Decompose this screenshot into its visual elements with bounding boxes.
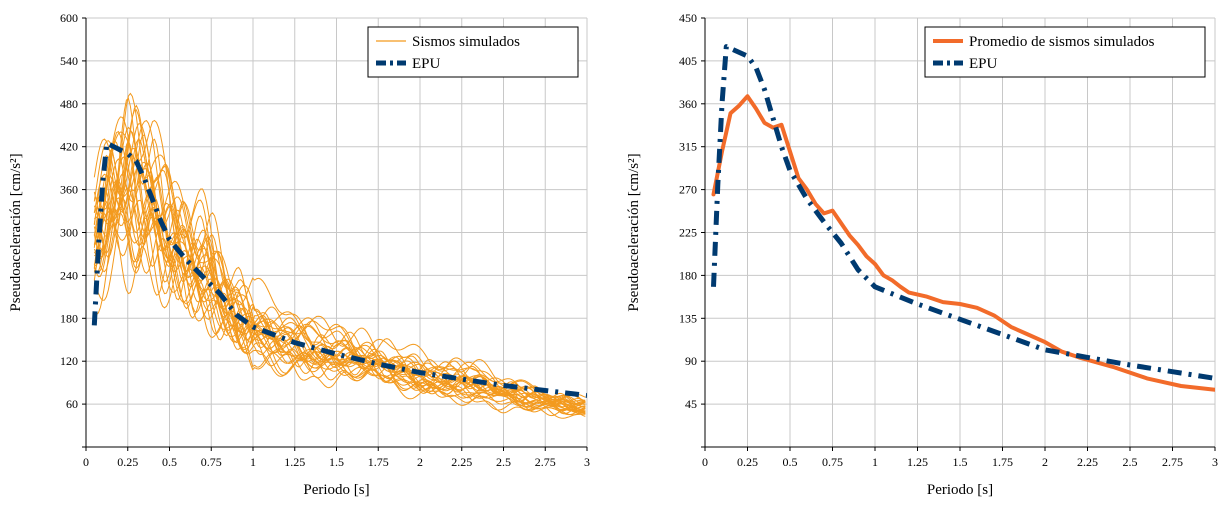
x-tick-label: 2.25 [451, 455, 472, 469]
x-tick-label: 2 [1042, 455, 1048, 469]
y-tick-label: 450 [679, 11, 697, 25]
x-tick-label: 3 [584, 455, 590, 469]
y-tick-label: 315 [679, 140, 697, 154]
x-tick-label: 1.25 [907, 455, 928, 469]
x-tick-label: 0.75 [201, 455, 222, 469]
y-tick-label: 540 [60, 54, 78, 68]
y-tick-label: 90 [685, 354, 697, 368]
x-tick-label: 1.5 [953, 455, 968, 469]
chart-2: 0 0.25 0.5 0.75 1 1.25 1.5 1.75 2 2.25 2.5 2.75 3 45 9… [626, 11, 1218, 498]
x-tick-label: 0 [83, 455, 89, 469]
y-tick-label: 480 [60, 97, 78, 111]
simulated-record-line [93, 161, 586, 405]
x-tick-label: 1.75 [368, 455, 389, 469]
y-tick-label: 120 [60, 354, 78, 368]
x-tick-label: 2.5 [1123, 455, 1138, 469]
x-tick-label: 0.5 [783, 455, 798, 469]
y-tick-label: 360 [679, 97, 697, 111]
x-tick-label: 2 [417, 455, 423, 469]
simulated-record-line [93, 179, 586, 413]
y-tick-label: 180 [60, 311, 78, 325]
legend-box [924, 26, 1206, 78]
simulated-record-line [93, 172, 586, 415]
x-axis-title: Periodo [s] [303, 482, 369, 498]
y-tick-label: 240 [60, 268, 78, 282]
y-axis-title: Pseudoaceleración [cm/s²] [8, 153, 24, 311]
simulated-record-line [93, 123, 586, 402]
series-group [91, 92, 587, 419]
x-tick-label: 1.5 [329, 455, 344, 469]
x-tick-label: 1 [250, 455, 256, 469]
y-tick-label: 270 [679, 183, 697, 197]
legend-label: Sismos simulados [412, 34, 520, 50]
x-tick-label: 0.25 [117, 455, 138, 469]
x-tick-label: 0 [702, 455, 708, 469]
simulated-record-line [93, 197, 586, 417]
x-tick-label: 2.5 [496, 455, 511, 469]
y-tick-label: 225 [679, 226, 697, 240]
x-tick-label: 0.5 [162, 455, 177, 469]
x-tick-label: 1.75 [992, 455, 1013, 469]
x-tick-label: 0.25 [737, 455, 758, 469]
y-tick-label: 360 [60, 183, 78, 197]
average-series-line [711, 94, 1215, 392]
x-tick-label: 2.75 [535, 455, 556, 469]
y-tick-label: 135 [679, 311, 697, 325]
series-group [711, 44, 1215, 392]
epu-series-line [91, 140, 587, 398]
y-tick-label: 600 [60, 11, 78, 25]
simulated-record-line [93, 130, 586, 409]
simulated-record-line [94, 148, 586, 414]
y-tick-label: 300 [60, 226, 78, 240]
legend: Sismos simulados EPU [367, 26, 579, 78]
y-axis-title: Pseudoaceleración [cm/s²] [626, 153, 642, 311]
y-tick-label: 420 [60, 140, 78, 154]
x-tick-label: 3 [1212, 455, 1218, 469]
legend-label: EPU [412, 56, 441, 72]
simulated-record-line [94, 158, 586, 416]
epu-series-line [711, 44, 1215, 381]
x-tick-label: 1 [872, 455, 878, 469]
x-tick-label: 0.75 [822, 455, 843, 469]
y-tick-label: 180 [679, 268, 697, 282]
y-tick-label: 45 [685, 397, 697, 411]
legend-label: EPU [969, 56, 998, 72]
x-tick-label: 2.75 [1162, 455, 1183, 469]
x-tick-label: 1.25 [284, 455, 305, 469]
x-axis-title: Periodo [s] [927, 482, 993, 498]
legend-label: Promedio de sismos simulados [969, 34, 1155, 50]
legend-box [367, 26, 579, 78]
legend: Promedio de sismos simulados EPU [924, 26, 1206, 78]
x-tick-label: 2.25 [1077, 455, 1098, 469]
chart-1: 0 0.25 0.5 0.75 1 1.25 1.5 1.75 2 2.25 2.5 2.75 3601… [8, 11, 590, 498]
y-tick-label: 405 [679, 54, 697, 68]
y-tick-label: 60 [66, 397, 78, 411]
